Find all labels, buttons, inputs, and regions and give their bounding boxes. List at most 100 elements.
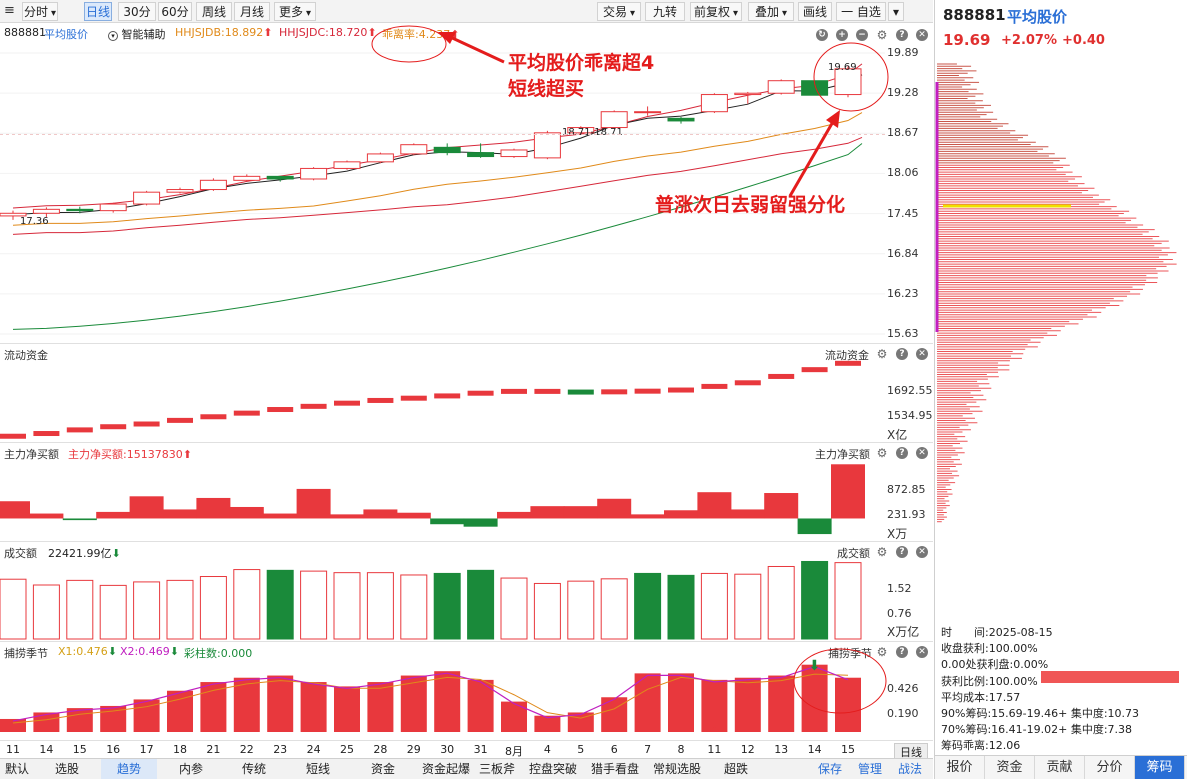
gear-icon[interactable]: ⚙	[876, 645, 888, 659]
help-icon[interactable]: ?	[896, 348, 908, 360]
strategy-tab-8[interactable]: 三板斧	[478, 762, 515, 776]
strategy-tab-bar: 默认 选股 趋势 内参 传统 短线 资金 资金起爆 三板斧 控盘突破 猎手看盘 常规选股 超跌 保存 管理 战…	[0, 758, 933, 779]
season-chart[interactable]: ⬇	[0, 642, 933, 741]
season-ytick-0: 0.426	[887, 682, 919, 695]
strategy-tab-5[interactable]: 短线	[305, 762, 330, 776]
net-bar-13	[430, 518, 465, 525]
strategy-tab-11[interactable]: 常规选股	[652, 762, 701, 776]
menu-icon[interactable]: ≡	[4, 3, 15, 18]
help-icon[interactable]: ?	[896, 447, 908, 459]
toolbar-tab-6[interactable]: 更多	[274, 2, 316, 21]
toolbar-right-tab-1[interactable]: 九转	[645, 2, 685, 21]
net-bar-7	[229, 506, 264, 519]
close-icon[interactable]: ✕	[916, 646, 928, 658]
turnover-bar-4	[133, 581, 161, 640]
date-label-14: 31	[473, 743, 488, 756]
assist-toggle[interactable]: ▾ 智能辅助	[108, 26, 166, 42]
rp-tab-1[interactable]: 资金	[985, 756, 1035, 779]
close-icon[interactable]: ✕	[916, 546, 928, 558]
net-bar-15	[497, 511, 531, 519]
net-buy-chart[interactable]	[0, 443, 933, 542]
turnover-bar-21	[700, 572, 728, 640]
strategy-tab-0[interactable]: 默认	[4, 762, 29, 776]
toolbar-tab-1[interactable]: 日线	[84, 2, 112, 21]
toolbar-right-tab-5[interactable]: 一 自选	[836, 2, 886, 21]
chip-histogram[interactable]	[935, 56, 1187, 526]
rp-tab-3[interactable]: 分价	[1085, 756, 1135, 779]
gear-icon[interactable]: ⚙	[876, 446, 888, 460]
strategy-tab-10[interactable]: 猎手看盘	[590, 762, 639, 776]
toolbar-tab-0[interactable]: 分时	[22, 2, 58, 21]
strategy-tab-2[interactable]: 趋势	[101, 759, 157, 779]
help-icon[interactable]: ?	[896, 29, 908, 41]
rp-change: +0.40	[1062, 33, 1105, 48]
vol-title-right: 成交额	[837, 547, 870, 560]
strategy-tab-7[interactable]: 资金起爆	[421, 762, 470, 776]
date-label-16: 4	[543, 743, 551, 756]
flow-ytick-1: 1534.95	[887, 409, 933, 422]
plus-icon[interactable]: +	[836, 29, 848, 41]
help-icon[interactable]: ?	[896, 646, 908, 658]
strategy-tab-9[interactable]: 控盘突破	[528, 762, 577, 776]
net-bar-0	[0, 501, 30, 519]
toolbar-tab-3[interactable]: 60分	[158, 2, 192, 21]
toolbar-right-tab-2[interactable]: 前复权	[690, 2, 742, 21]
strategy-tab-3[interactable]: 内参	[178, 762, 203, 776]
kline-chart[interactable]: 19.69 17.36 18.71-18.71	[0, 23, 933, 344]
strategy-tab-12[interactable]: 超跌	[723, 762, 748, 776]
flow-bar-0	[0, 433, 26, 439]
rp-tab-0[interactable]: 报价	[935, 756, 985, 779]
strategy-tab-1[interactable]: 选股	[54, 762, 79, 776]
toolbar-tab-5[interactable]: 月线	[234, 2, 270, 21]
candle-body-11	[366, 153, 394, 163]
net-bar-18	[597, 498, 632, 519]
flow-bar-19	[634, 388, 661, 394]
net-bar-5	[163, 509, 197, 519]
chip-stat-5: 90%筹码:15.69-19.46+ 集中度:10.73	[941, 707, 1140, 720]
strategy-tab-6[interactable]: 资金	[370, 762, 395, 776]
flow-bar-5	[167, 417, 193, 423]
turnover-chart[interactable]	[0, 542, 933, 642]
rp-price: 19.69	[943, 31, 991, 49]
close-icon[interactable]: ✕	[916, 348, 928, 360]
toolbar-right-tab-6[interactable]: ▾	[888, 2, 904, 21]
flow-title: 流动资金	[4, 349, 48, 362]
toolbar-right-tab-4[interactable]: 画线	[798, 2, 832, 21]
gear-icon[interactable]: ⚙	[876, 347, 888, 361]
toolbar-right-tab-3[interactable]: 叠加	[748, 2, 794, 21]
help-icon[interactable]: ?	[896, 546, 908, 558]
flow-bar-9	[300, 403, 327, 409]
toolbar-tab-2[interactable]: 30分	[118, 2, 156, 21]
flow-bar-25	[835, 360, 861, 366]
strategy-tab-4[interactable]: 传统	[241, 762, 266, 776]
period-label[interactable]: 日线	[894, 743, 928, 761]
candle-body-23	[767, 80, 795, 94]
minus-icon[interactable]: −	[856, 29, 868, 41]
strategy-tab-14[interactable]: 管理	[857, 762, 882, 776]
strategy-tab-15[interactable]: 战法	[897, 762, 922, 776]
indicator-hhjsjdb: HHJSJDB:18.892⬆	[175, 26, 272, 39]
flow-bar-13	[434, 393, 461, 399]
chip-distribution-panel: 888881 平均股价 19.69 +2.07% +0.40 时 间:2025-…	[934, 0, 1187, 779]
turnover-bar-23	[767, 565, 795, 640]
turnover-bar-1	[32, 584, 60, 640]
net-bar-23	[764, 493, 799, 519]
candle-body-5	[166, 189, 194, 193]
price-ytick-4: 17.45	[887, 206, 919, 220]
gear-icon[interactable]: ⚙	[876, 28, 888, 42]
redo-icon[interactable]: ↻	[816, 29, 828, 41]
strategy-tab-13[interactable]: 保存	[817, 762, 842, 776]
rp-tab-2[interactable]: 贡献	[1035, 756, 1085, 779]
close-icon[interactable]: ✕	[916, 447, 928, 459]
candle-body-1	[32, 208, 60, 214]
close-icon[interactable]: ✕	[916, 29, 928, 41]
toolbar-tab-4[interactable]: 周线	[196, 2, 232, 21]
date-label-19: 7	[644, 743, 652, 756]
gear-icon[interactable]: ⚙	[876, 545, 888, 559]
toolbar-right-tab-0[interactable]: 交易	[597, 2, 641, 21]
flow-bar-21	[701, 383, 728, 389]
flow-chart[interactable]	[0, 344, 933, 443]
rp-tab-4[interactable]: 筹码	[1135, 756, 1185, 779]
chip-stat-1: 收盘获利:100.00%	[941, 642, 1038, 656]
candle-body-18	[600, 111, 628, 129]
